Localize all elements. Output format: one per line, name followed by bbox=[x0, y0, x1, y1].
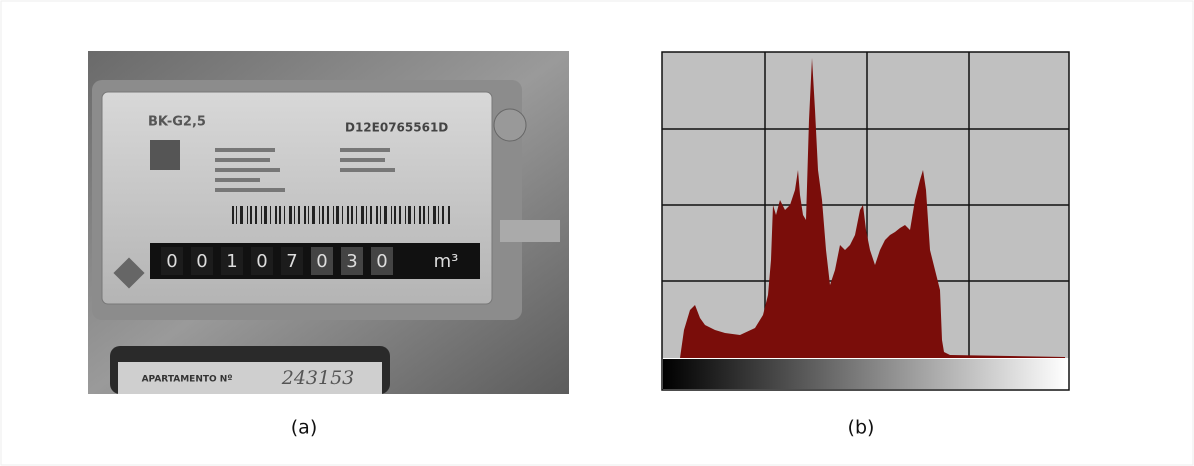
digit-window bbox=[191, 247, 213, 275]
barcode-bar bbox=[448, 206, 450, 224]
barcode-bar bbox=[361, 206, 364, 224]
barcode-bar bbox=[433, 206, 436, 224]
barcode-bar bbox=[279, 206, 281, 224]
barcode-bar bbox=[419, 206, 421, 224]
barcode-bar bbox=[336, 206, 339, 224]
histogram-shape bbox=[680, 58, 1065, 358]
spec-line bbox=[215, 188, 285, 192]
counter-digit: 3 bbox=[346, 251, 357, 272]
spec-line bbox=[215, 158, 270, 162]
handwritten-number: 243153 bbox=[281, 367, 355, 389]
counter-digit: 0 bbox=[166, 251, 177, 272]
barcode-bar bbox=[298, 206, 300, 224]
barcode-bar bbox=[380, 206, 381, 224]
barcode-bar bbox=[414, 206, 415, 224]
barcode-bar bbox=[250, 206, 252, 224]
barcode-bar bbox=[308, 206, 309, 224]
barcode-bar bbox=[333, 206, 334, 224]
spec-line bbox=[215, 178, 260, 182]
digit-window bbox=[281, 247, 303, 275]
meter-clip bbox=[500, 220, 560, 242]
barcode-bar bbox=[275, 206, 277, 224]
barcode-bar bbox=[319, 206, 320, 224]
digit-window bbox=[341, 247, 363, 275]
caption-b: (b) bbox=[848, 417, 875, 439]
histogram bbox=[661, 51, 1070, 391]
barcode-bar bbox=[304, 206, 306, 224]
counter-digit: 0 bbox=[256, 251, 267, 272]
spec-line bbox=[215, 148, 275, 152]
meter-mark bbox=[113, 257, 145, 289]
meter-model: BK-G2,5 bbox=[148, 115, 206, 130]
spec-line bbox=[340, 168, 395, 172]
barcode-bar bbox=[438, 206, 439, 224]
plate-label bbox=[118, 362, 382, 394]
barcode-bar bbox=[261, 206, 262, 224]
barcode-bar bbox=[294, 206, 295, 224]
counter-digit: 0 bbox=[196, 251, 207, 272]
barcode-bar bbox=[264, 206, 267, 224]
barcode-bar bbox=[240, 206, 243, 224]
barcode-bar bbox=[408, 206, 411, 224]
meter-barcode bbox=[232, 206, 450, 224]
barcode-bar bbox=[270, 206, 271, 224]
plate-text: APARTAMENTO Nº bbox=[142, 375, 233, 385]
digit-window bbox=[311, 247, 333, 275]
digit-window bbox=[371, 247, 393, 275]
barcode-bar bbox=[232, 206, 234, 224]
barcode-bar bbox=[423, 206, 425, 224]
barcode-bar bbox=[289, 206, 292, 224]
barcode-bar bbox=[322, 206, 324, 224]
barcode-bar bbox=[394, 206, 396, 224]
barcode-bar bbox=[366, 206, 367, 224]
histogram-border bbox=[661, 51, 1070, 391]
digit-window bbox=[251, 247, 273, 275]
barcode-bar bbox=[428, 206, 429, 224]
digit-window bbox=[161, 247, 183, 275]
counter-digit: 1 bbox=[226, 251, 237, 272]
meter-serial: D12E0765561D bbox=[345, 121, 448, 135]
barcode-bar bbox=[376, 206, 378, 224]
counter-digit: 0 bbox=[376, 251, 387, 272]
meter-spec-lines bbox=[215, 148, 395, 192]
barcode-bar bbox=[370, 206, 372, 224]
meter-screw bbox=[493, 108, 527, 142]
meter-logo bbox=[150, 140, 180, 170]
meter-unit: m³ bbox=[434, 251, 459, 272]
spec-line bbox=[340, 148, 390, 152]
barcode-bar bbox=[399, 206, 401, 224]
barcode-bar bbox=[391, 206, 392, 224]
barcode-bar bbox=[236, 206, 237, 224]
barcode-bar bbox=[356, 206, 357, 224]
barcode-bar bbox=[442, 206, 444, 224]
counter-digit: 7 bbox=[286, 251, 297, 272]
spec-line bbox=[340, 158, 385, 162]
barcode-bar bbox=[255, 206, 257, 224]
counter-digit: 0 bbox=[316, 251, 327, 272]
barcode-bar bbox=[247, 206, 248, 224]
barcode-bar bbox=[384, 206, 387, 224]
barcode-bar bbox=[342, 206, 343, 224]
spec-line bbox=[215, 168, 280, 172]
digit-window bbox=[221, 247, 243, 275]
barcode-bar bbox=[405, 206, 406, 224]
barcode-bar bbox=[347, 206, 349, 224]
caption-a: (a) bbox=[291, 417, 317, 439]
barcode-bar bbox=[351, 206, 353, 224]
intensity-ramp bbox=[663, 359, 1068, 389]
barcode-bar bbox=[312, 206, 315, 224]
barcode-bar bbox=[284, 206, 285, 224]
barcode-bar bbox=[327, 206, 329, 224]
